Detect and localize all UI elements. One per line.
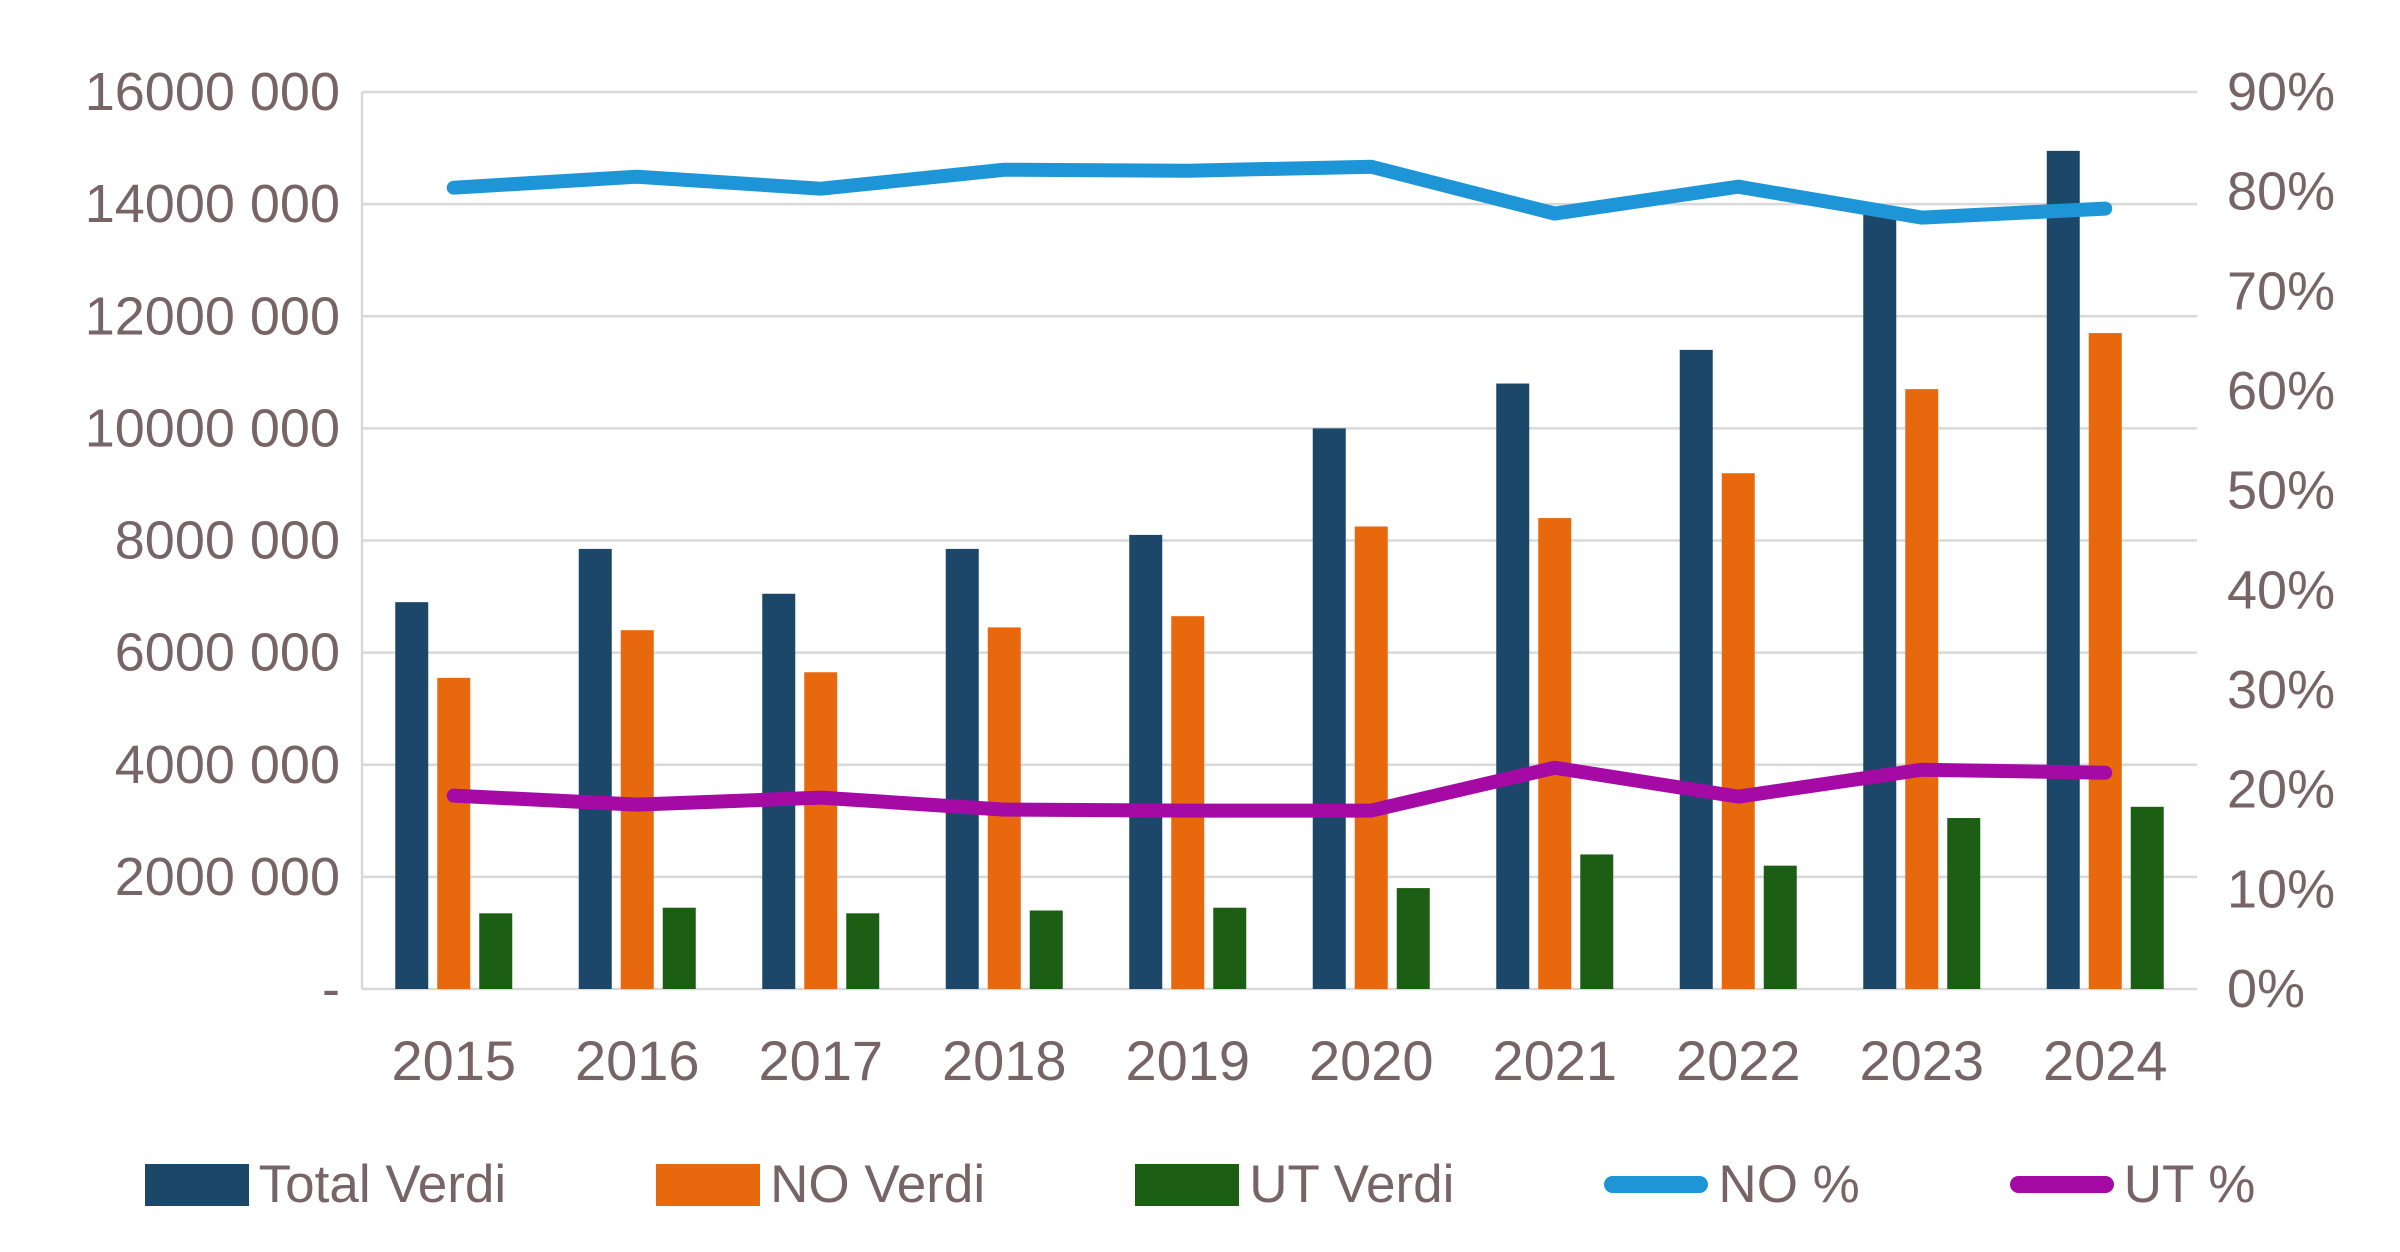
right-axis-tick: 60% xyxy=(2227,361,2335,421)
bar-no-verdi-2019 xyxy=(1171,616,1205,989)
legend-label: NO % xyxy=(1718,1155,1860,1214)
bar-no-verdi-2023 xyxy=(1905,389,1939,990)
bar-ut-verdi-2022 xyxy=(1763,865,1797,989)
bar-ut-verdi-2017 xyxy=(846,913,880,989)
bar-no-verdi-2022 xyxy=(1721,473,1755,990)
right-axis-tick: 30% xyxy=(2227,660,2335,720)
x-axis-tick-2022: 2022 xyxy=(1676,1029,1801,1092)
bar-total-verdi-2019 xyxy=(1129,534,1163,989)
right-axis-tick: 50% xyxy=(2227,461,2335,521)
x-axis-tick-2024: 2024 xyxy=(2043,1029,2168,1092)
legend-swatch-total-verdi xyxy=(144,1163,249,1206)
bar-total-verdi-2017 xyxy=(762,593,796,989)
bar-no-verdi-2020 xyxy=(1354,526,1388,989)
legend-label: NO Verdi xyxy=(770,1155,986,1214)
left-axis-tick: 12000 000 xyxy=(85,286,340,346)
bar-ut-verdi-2015 xyxy=(479,913,513,989)
left-axis-tick: 16000 000 xyxy=(85,62,340,122)
bar-no-verdi-2017 xyxy=(804,672,838,989)
bar-ut-verdi-2020 xyxy=(1396,888,1430,989)
left-axis-tick: - xyxy=(322,959,340,1019)
left-axis-tick: 4000 000 xyxy=(115,735,340,795)
x-axis-tick-2016: 2016 xyxy=(575,1029,700,1092)
legend-item-ut-: UT % xyxy=(2009,1155,2256,1214)
left-axis-tick: 14000 000 xyxy=(85,174,340,234)
legend-item-no-: NO % xyxy=(1604,1155,1860,1214)
x-axis-tick-2020: 2020 xyxy=(1309,1029,1434,1092)
right-axis-tick: 40% xyxy=(2227,560,2335,620)
legend-item-total-verdi: Total Verdi xyxy=(144,1155,507,1214)
legend-label: UT % xyxy=(2123,1155,2256,1214)
bar-total-verdi-2020 xyxy=(1312,428,1346,989)
legend-item-no-verdi: NO Verdi xyxy=(656,1158,985,1211)
bar-total-verdi-2018 xyxy=(945,548,979,989)
bar-no-verdi-2024 xyxy=(2088,333,2122,990)
bar-no-verdi-2015 xyxy=(437,677,471,989)
bar-ut-verdi-2018 xyxy=(1029,910,1063,989)
x-axis-tick-2021: 2021 xyxy=(1492,1029,1617,1092)
legend-label: UT Verdi xyxy=(1249,1155,1455,1214)
bar-total-verdi-2021 xyxy=(1496,383,1530,989)
left-axis-tick: 10000 000 xyxy=(85,398,340,458)
bar-ut-verdi-2016 xyxy=(662,907,696,989)
legend-swatch-ut-verdi xyxy=(1135,1163,1240,1206)
x-axis-tick-2019: 2019 xyxy=(1125,1029,1250,1092)
x-axis-tick-2023: 2023 xyxy=(1859,1029,1984,1092)
x-axis-tick-2017: 2017 xyxy=(758,1029,883,1092)
legend-swatch-no-verdi xyxy=(656,1163,761,1206)
line-ut- xyxy=(446,760,2113,818)
left-axis-tick: 6000 000 xyxy=(115,623,340,683)
right-axis-tick: 0% xyxy=(2227,959,2305,1019)
right-axis-tick: 90% xyxy=(2227,62,2335,122)
left-axis-tick: 8000 000 xyxy=(115,511,340,571)
bar-total-verdi-2022 xyxy=(1679,349,1713,989)
x-axis-tick-2015: 2015 xyxy=(391,1029,516,1092)
right-axis-tick: 20% xyxy=(2227,760,2335,820)
left-axis-tick: 2000 000 xyxy=(115,847,340,907)
legend-line-swatch-no- xyxy=(1604,1176,1709,1193)
line-no- xyxy=(446,159,2113,225)
legend-item-ut-verdi: UT Verdi xyxy=(1135,1158,1454,1211)
right-axis-tick: 70% xyxy=(2227,261,2335,321)
bar-total-verdi-2024 xyxy=(2046,150,2080,990)
x-axis-tick-2018: 2018 xyxy=(942,1029,1067,1092)
bar-total-verdi-2023 xyxy=(1863,212,1897,990)
bar-ut-verdi-2019 xyxy=(1213,907,1247,989)
bar-ut-verdi-2023 xyxy=(1947,818,1981,989)
bar-total-verdi-2016 xyxy=(578,548,612,989)
bar-ut-verdi-2021 xyxy=(1580,854,1614,989)
legend-label: Total Verdi xyxy=(258,1155,507,1214)
right-axis-tick: 80% xyxy=(2227,162,2335,222)
legend-line-swatch-ut- xyxy=(2009,1176,2114,1193)
bar-ut-verdi-2024 xyxy=(2130,806,2164,989)
chart-legend: Total Verdi NO Verdi UT Verdi NO % UT % xyxy=(0,1158,2400,1211)
bar-total-verdi-2015 xyxy=(395,602,429,989)
right-axis-tick: 10% xyxy=(2227,859,2335,919)
bar-no-verdi-2021 xyxy=(1538,518,1572,989)
